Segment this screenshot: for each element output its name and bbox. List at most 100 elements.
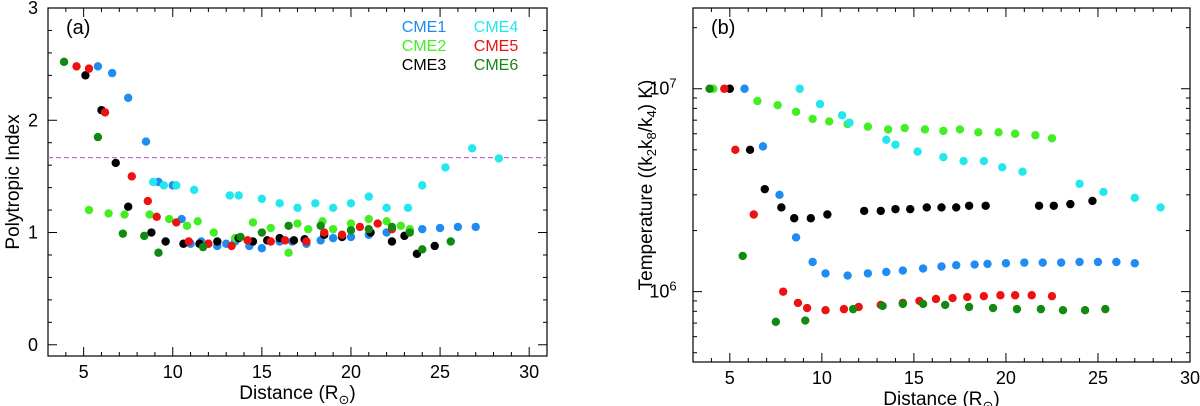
data-point-cme3 [289,236,299,245]
data-point-cme3 [1034,201,1044,210]
data-point-cme3 [147,228,156,237]
data-point-cme2 [974,128,983,137]
x-tick-label: 25 [1088,368,1108,388]
data-point-cme5 [172,218,181,227]
data-point-cme3 [891,204,900,214]
data-point-cme5 [355,222,365,232]
data-point-cme3 [1066,199,1075,209]
data-point-cme1 [758,142,768,151]
data-point-cme5 [72,62,81,71]
data-point-cme6 [257,228,267,237]
data-point-cme3 [161,237,170,246]
data-point-cme6 [771,317,781,327]
data-point-cme2 [955,125,965,134]
data-point-cme2 [164,214,174,224]
data-point-cme6 [801,316,810,325]
data-point-cme2 [266,223,275,233]
x-tick-label: 15 [904,368,924,388]
data-point-cme4 [979,156,989,166]
data-point-cme2 [364,214,373,224]
data-point-cme1 [107,68,117,78]
data-point-cme4 [1018,167,1027,176]
x-tick-label: 20 [341,362,361,382]
x-axis-label-a: Distance (R⊙) [239,383,355,406]
data-point-cme4 [1075,179,1084,189]
data-point-cme6 [738,251,747,261]
data-point-cme2 [1047,134,1057,143]
data-point-cme3 [213,237,222,246]
data-point-cme3 [806,214,816,223]
data-point-cme4 [959,156,968,166]
x-tick-label: 20 [996,368,1016,388]
data-point-cme3 [790,214,799,223]
x-tick-label: 10 [163,362,183,382]
data-point-cme2 [396,221,406,230]
data-point-cme6 [446,237,455,246]
data-point-cme2 [193,217,202,226]
y-axis-label-b: Temperature ((k2k8/k4) K) [636,80,659,291]
data-point-cme2 [808,114,817,124]
plot-frame-a [47,7,548,357]
data-point-cme3 [981,201,990,210]
x-tick-label: 30 [1180,368,1200,388]
data-point-cme4 [467,144,477,153]
data-point-cme6 [848,304,858,314]
data-point-cme2 [328,224,338,234]
data-point-cme1 [740,84,749,93]
data-point-cme5 [839,304,849,314]
data-point-cme4 [225,191,234,200]
data-point-cme2 [825,117,834,126]
data-point-cme3 [1088,196,1097,206]
data-point-cme2 [1010,129,1020,138]
data-point-cme3 [952,203,961,212]
data-point-cme1 [937,262,946,271]
data-point-cme4 [275,199,284,208]
data-point-cme4 [311,199,320,208]
data-point-cme2 [791,107,801,116]
data-point-cme2 [900,123,909,133]
legend-item-cme5: CME5 [474,38,519,55]
data-point-cme6 [118,229,128,238]
data-point-cme1 [863,269,873,278]
data-point-cme5 [100,108,110,117]
data-point-cme1 [898,266,908,275]
data-point-cme3 [760,184,769,194]
data-point-cme6 [59,57,69,67]
data-point-cme1 [882,267,891,277]
data-point-cme2 [145,210,154,219]
data-point-cme2 [284,248,293,257]
legend-item-cme1: CME1 [402,19,447,36]
panel-a: 5 10 15 20 25 30 0 1 2 3 (a) Distance (R⊙) Polytr… [3,0,548,406]
data-point-cme1 [970,260,979,269]
data-point-cme1 [435,223,445,233]
data-point-cme3 [387,237,397,246]
data-point-cme5 [996,291,1005,300]
data-point-cme1 [1093,257,1103,267]
data-point-cme6 [346,226,356,235]
data-point-cme3 [823,210,832,219]
data-point-cme5 [243,236,252,245]
data-point-cme5 [152,212,161,221]
legend-item-cme2: CME2 [402,38,447,55]
data-point-cme1 [983,259,992,269]
data-point-cme3 [922,203,931,212]
data-point-cme5 [979,291,989,301]
data-point-cme6 [405,228,414,237]
data-point-cme4 [998,163,1007,172]
ticks-b: 5 10 15 20 25 30 106 107 [649,8,1200,388]
data-point-cme2 [293,219,302,228]
data-point-cme6 [284,221,293,230]
data-point-cme6 [93,132,103,142]
data-point-cme5 [373,219,382,228]
data-point-cme3 [777,203,786,212]
legend-item-cme4: CME4 [474,19,519,36]
data-point-cme5 [749,210,758,219]
y-tick-label: 1 [28,223,38,243]
data-point-cme2 [753,96,762,106]
data-point-cme6 [1101,304,1110,314]
points-a [59,57,504,259]
data-point-cme5 [948,293,957,303]
data-point-cme4 [1130,193,1139,203]
x-tick-label: 15 [252,362,272,382]
